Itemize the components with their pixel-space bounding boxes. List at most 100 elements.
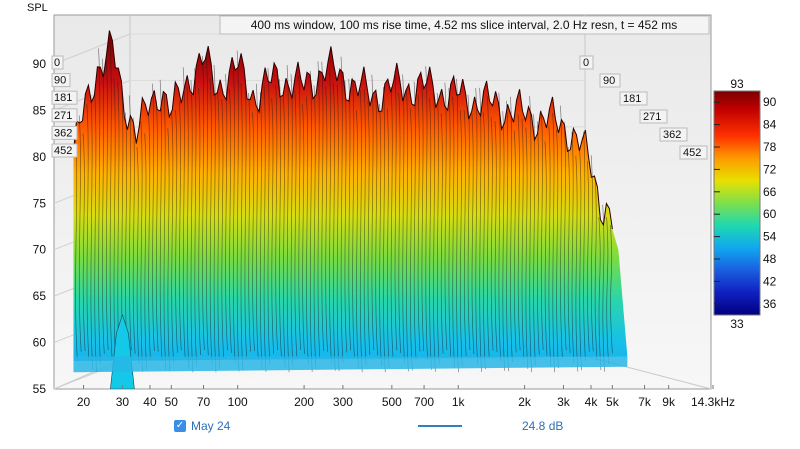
y-tick-label: 90 — [33, 57, 47, 71]
front-slice-line — [73, 30, 613, 230]
surface-ridge — [213, 64, 217, 373]
x-tick-label: 9k — [662, 395, 676, 409]
colorbar: 90 84 78 72 66 60 54 48 42 36 93 33 — [713, 77, 777, 331]
x-tick-label: 30 — [116, 395, 130, 409]
surface-ridge — [221, 99, 225, 358]
surface-ridge — [517, 114, 521, 351]
surface-ridge — [544, 141, 548, 356]
colorbar-tick-label: 54 — [763, 230, 777, 244]
legend-label-may24: May 24 — [191, 419, 231, 433]
surface-ridge — [198, 87, 201, 356]
surface-ridge — [275, 85, 278, 351]
surface-ridge — [329, 68, 332, 362]
time-tick-right: 90 — [603, 75, 615, 87]
x-axis: 20 30 40 50 70 100 200 300 500 700 1k 2k 3k 4k 5k 7k 9k 1… — [77, 385, 735, 409]
time-tick-left-box — [51, 125, 78, 140]
legend-item-may24[interactable]: ✓ May 24 — [174, 419, 230, 433]
legend-item-db: 24.8 dB — [418, 419, 563, 433]
surface-ridge — [506, 100, 509, 372]
surface-ridge — [386, 108, 390, 369]
surface-ridge — [279, 79, 282, 357]
surface-ridge — [132, 117, 136, 354]
colorbar-min-label: 33 — [730, 317, 744, 331]
surface-ridge — [540, 110, 544, 351]
surface-ridge — [583, 131, 586, 361]
surface-ridge — [205, 54, 209, 356]
surface-ridge — [421, 85, 425, 352]
x-tick-label: 50 — [165, 395, 179, 409]
x-tick-label: 500 — [382, 395, 402, 409]
surface-ridge — [560, 105, 563, 358]
surface-ridge — [448, 87, 452, 357]
surface-ridge — [536, 121, 540, 355]
surface-ridge — [556, 129, 559, 369]
time-tick-right-box — [619, 91, 648, 106]
surface-ridge — [425, 66, 429, 361]
time-tick-left: 362 — [54, 127, 72, 139]
surface-ridge — [390, 86, 394, 358]
checkbox-icon[interactable]: ✓ — [174, 420, 186, 432]
time-tick-right: 271 — [643, 111, 661, 123]
time-tick-left-box — [51, 55, 64, 70]
surface-ridge — [140, 121, 144, 372]
x-tick-label: 300 — [333, 395, 353, 409]
surface-ridge — [263, 85, 267, 372]
surface-ridge — [98, 48, 101, 365]
surface-ridge — [175, 109, 178, 353]
surface-ridge — [548, 126, 552, 367]
surface-ridge — [413, 81, 417, 361]
surface-ridge — [444, 82, 448, 351]
surface-ridge — [332, 83, 336, 371]
surface-ridge — [490, 117, 494, 351]
surface-ridge — [321, 61, 325, 351]
colorbar-tick-label: 72 — [763, 162, 777, 176]
time-tick-right: 181 — [623, 93, 641, 105]
surface-ridge — [344, 80, 348, 353]
surface-ridge — [101, 58, 105, 354]
surface-ridge — [105, 58, 109, 351]
surface-body — [73, 30, 628, 362]
x-tick-label: 100 — [228, 395, 248, 409]
surface-ridge — [86, 104, 90, 360]
time-tick-left-box — [51, 143, 78, 158]
surface-ridge — [382, 86, 386, 373]
surface-ridge — [271, 98, 275, 354]
surface-ridge — [459, 110, 463, 367]
time-tick-left: 181 — [54, 92, 72, 104]
time-tick-right: 452 — [683, 147, 701, 159]
surface-ridge — [109, 42, 113, 357]
grid-line-y — [53, 33, 131, 65]
surface-ridge — [136, 147, 140, 365]
surface-ridge — [348, 78, 352, 351]
surface-ridge — [94, 91, 97, 372]
surface-ridge — [552, 112, 556, 373]
surface-ridge — [75, 136, 78, 362]
surface-ridge — [610, 225, 613, 354]
surface-ridge — [471, 113, 475, 355]
surface-ridge — [510, 96, 513, 363]
surface-ridge — [340, 56, 344, 363]
x-tick-label: 20 — [77, 395, 91, 409]
y-tick-label: 75 — [33, 196, 47, 210]
surface-ridge — [440, 113, 444, 354]
surface-ridge — [359, 90, 363, 373]
surface-ridge — [417, 94, 421, 352]
surface-ridge — [586, 161, 590, 352]
legend: ✓ May 24 24.8 dB — [0, 419, 800, 439]
colorbar-gradient — [713, 90, 761, 316]
surface-ridge — [282, 95, 286, 368]
y-axis-label: SPL — [27, 2, 48, 14]
surface-ridge — [371, 74, 375, 351]
surface-ridge — [402, 74, 405, 364]
surface-ridge — [325, 86, 328, 352]
surface-ridge — [567, 146, 571, 354]
x-tick-label: 700 — [414, 395, 434, 409]
x-tick-label: 14.3kHz — [691, 395, 735, 409]
x-tick-label: 5k — [606, 395, 620, 409]
surface-ridge — [575, 155, 579, 372]
surface-base — [73, 356, 628, 373]
x-tick-label: 40 — [143, 395, 157, 409]
surface-ridge — [375, 95, 378, 356]
